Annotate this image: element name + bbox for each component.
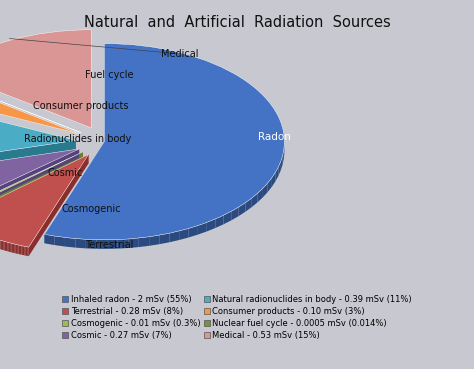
Polygon shape [11, 243, 13, 253]
Polygon shape [278, 161, 281, 176]
Polygon shape [0, 240, 2, 250]
Polygon shape [23, 246, 24, 255]
Polygon shape [14, 244, 16, 254]
Polygon shape [8, 242, 9, 252]
Polygon shape [24, 246, 26, 256]
Polygon shape [139, 237, 149, 247]
Polygon shape [18, 245, 20, 254]
Wedge shape [0, 149, 79, 213]
Polygon shape [149, 235, 159, 246]
Polygon shape [128, 238, 139, 248]
Polygon shape [0, 149, 79, 184]
Polygon shape [189, 225, 198, 237]
Polygon shape [281, 155, 283, 170]
Polygon shape [21, 246, 23, 255]
Polygon shape [231, 207, 238, 220]
Polygon shape [16, 244, 17, 254]
Text: Cosmic: Cosmic [47, 168, 83, 178]
Polygon shape [283, 149, 284, 164]
Polygon shape [0, 155, 89, 229]
Polygon shape [275, 167, 278, 181]
Text: Consumer products: Consumer products [33, 100, 128, 111]
Polygon shape [86, 239, 97, 249]
Polygon shape [159, 233, 169, 244]
Polygon shape [5, 241, 6, 251]
Wedge shape [45, 44, 284, 240]
Text: Fuel cycle: Fuel cycle [85, 69, 134, 80]
Polygon shape [252, 193, 257, 207]
Text: Radon: Radon [258, 131, 292, 142]
Polygon shape [169, 231, 179, 242]
Text: Medical: Medical [161, 49, 199, 59]
Polygon shape [246, 198, 252, 212]
Polygon shape [26, 246, 27, 256]
Text: Cosmogenic: Cosmogenic [62, 204, 121, 214]
Wedge shape [0, 155, 89, 247]
Polygon shape [198, 223, 207, 235]
Polygon shape [272, 172, 275, 187]
Polygon shape [27, 247, 29, 256]
Wedge shape [0, 99, 76, 166]
Wedge shape [0, 30, 91, 128]
Polygon shape [118, 239, 128, 249]
Polygon shape [6, 242, 8, 251]
Polygon shape [263, 183, 268, 197]
Polygon shape [224, 211, 231, 224]
Polygon shape [207, 219, 215, 231]
Polygon shape [107, 239, 118, 249]
Polygon shape [0, 141, 76, 175]
Polygon shape [29, 155, 89, 256]
Polygon shape [2, 241, 3, 250]
Polygon shape [3, 241, 5, 251]
Polygon shape [268, 178, 272, 192]
Polygon shape [45, 234, 55, 245]
Wedge shape [0, 77, 80, 134]
Wedge shape [0, 76, 81, 133]
Polygon shape [9, 242, 10, 252]
Polygon shape [238, 203, 246, 216]
Polygon shape [97, 240, 107, 249]
Polygon shape [179, 228, 189, 240]
Text: Terrestrial: Terrestrial [85, 240, 134, 250]
Text: Natural  and  Artificial  Radiation  Sources: Natural and Artificial Radiation Sources [83, 15, 391, 30]
Polygon shape [13, 244, 14, 253]
Polygon shape [0, 149, 79, 222]
Polygon shape [65, 238, 75, 248]
Polygon shape [10, 243, 11, 252]
Polygon shape [0, 152, 83, 225]
Polygon shape [75, 239, 86, 248]
Polygon shape [55, 236, 65, 246]
Polygon shape [0, 152, 83, 226]
Legend: Inhaled radon - 2 mSv (55%), Terrestrial - 0.28 mSv (8%), Cosmogenic - 0.01 mSv : Inhaled radon - 2 mSv (55%), Terrestrial… [59, 292, 415, 343]
Text: Radionuclides in body: Radionuclides in body [24, 134, 131, 144]
Polygon shape [20, 245, 21, 255]
Polygon shape [257, 188, 263, 202]
Wedge shape [0, 152, 83, 217]
Polygon shape [45, 142, 104, 243]
Polygon shape [17, 245, 18, 254]
Polygon shape [215, 215, 224, 228]
